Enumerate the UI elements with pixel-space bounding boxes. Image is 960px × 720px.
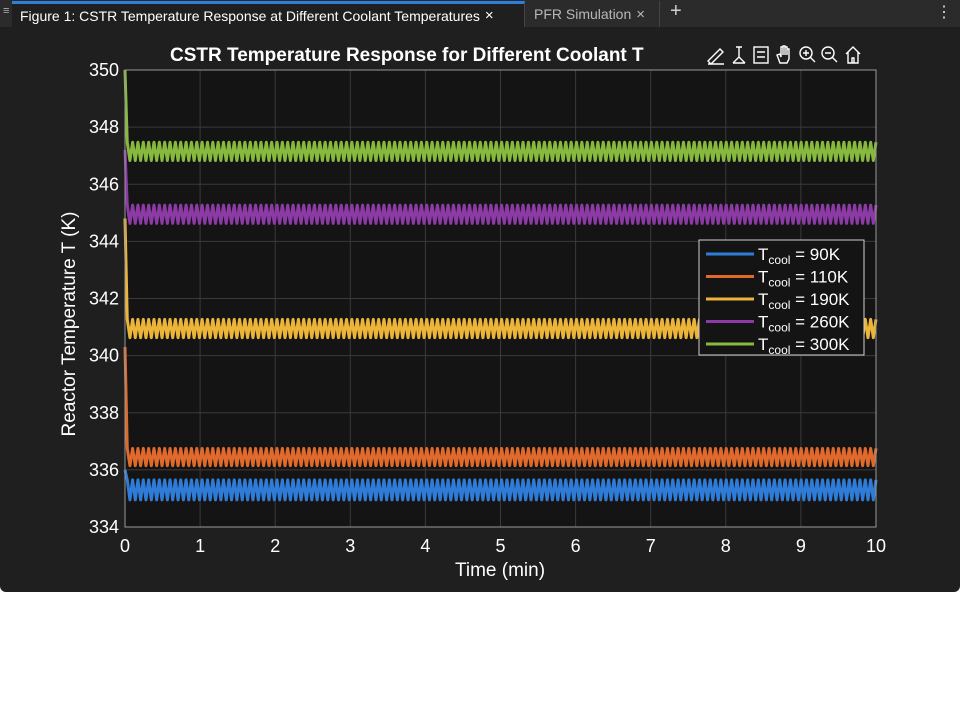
axes-toolbar (707, 45, 861, 65)
tab-figure-1[interactable]: Figure 1: CSTR Temperature Response at D… (12, 1, 525, 27)
close-icon[interactable]: × (484, 7, 494, 24)
x-tick-label: 2 (270, 536, 280, 556)
x-tick-label: 10 (866, 536, 886, 556)
series-line-300K (123, 69, 878, 163)
legend-entry: Tcool = 110K (758, 268, 849, 290)
tab-bar: ≡ Figure 1: CSTR Temperature Response at… (0, 0, 960, 27)
legend-entry: Tcool = 90K (758, 245, 841, 267)
y-tick-label: 336 (89, 460, 119, 480)
legend-entry: Tcool = 260K (758, 313, 850, 335)
more-menu-icon[interactable]: ⋮ (936, 4, 952, 21)
y-tick-label: 344 (89, 231, 119, 251)
series-line-110K (123, 347, 878, 468)
x-tick-label: 8 (721, 536, 731, 556)
y-tick-label: 346 (89, 174, 119, 194)
x-tick-label: 3 (345, 536, 355, 556)
axes-frame (124, 69, 877, 528)
brush-icon[interactable] (707, 48, 724, 65)
tab-pfr-label: PFR Simulation (534, 6, 632, 22)
x-tick-label: 0 (120, 536, 130, 556)
x-tick-label: 1 (195, 536, 205, 556)
y-tick-label: 342 (89, 289, 119, 309)
tab-figure-1-label: Figure 1: CSTR Temperature Response at D… (20, 7, 480, 24)
legend-entry: Tcool = 190K (758, 290, 850, 312)
chart-title: CSTR Temperature Response for Different … (170, 45, 644, 66)
y-tick-label: 340 (89, 346, 119, 366)
y-tick-label: 334 (89, 517, 119, 537)
series-layer (123, 69, 878, 502)
add-tab-button[interactable]: + (670, 0, 682, 22)
x-tick-label: 4 (420, 536, 430, 556)
home-icon[interactable] (845, 46, 861, 64)
x-tick-label: 9 (796, 536, 806, 556)
y-tick-label: 350 (89, 60, 119, 80)
legend-icon[interactable] (753, 46, 769, 64)
series-line-90K (123, 469, 878, 502)
y-tick-label: 338 (89, 403, 119, 423)
pan-icon[interactable] (776, 45, 790, 64)
x-tick-label: 5 (495, 536, 505, 556)
series-line-260K (123, 149, 878, 225)
y-tick-label: 348 (89, 117, 119, 137)
figure-window: ≡ Figure 1: CSTR Temperature Response at… (0, 0, 960, 592)
chart: 0 1 2 3 4 5 6 7 8 9 10334336338340342344346348350 … (59, 45, 886, 581)
legend-entry: Tcool = 300K (758, 335, 850, 357)
zoom-out-icon[interactable] (821, 46, 838, 63)
x-tick-label: 7 (646, 536, 656, 556)
y-axis-label: Reactor Temperature T (K) (59, 212, 80, 437)
x-axis-label: Time (min) (455, 560, 545, 581)
tab-pfr-simulation[interactable]: PFR Simulation × (526, 1, 660, 27)
close-icon[interactable]: × (636, 5, 646, 23)
data-tips-icon[interactable] (732, 46, 746, 64)
x-tick-label: 6 (571, 536, 581, 556)
tick-labels: 0 1 2 3 4 5 6 7 8 9 10 334 336 338 340 342 344 346 348 350 (89, 60, 886, 556)
zoom-in-icon[interactable] (799, 46, 816, 63)
grip-icon[interactable]: ≡ (3, 5, 10, 17)
